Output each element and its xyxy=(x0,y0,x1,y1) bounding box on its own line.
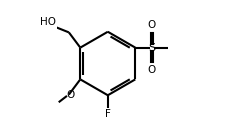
Text: O: O xyxy=(148,65,156,75)
Text: HO: HO xyxy=(40,17,55,27)
Text: F: F xyxy=(105,109,111,119)
Text: O: O xyxy=(66,90,74,100)
Text: O: O xyxy=(148,20,156,30)
Text: S: S xyxy=(148,43,155,53)
